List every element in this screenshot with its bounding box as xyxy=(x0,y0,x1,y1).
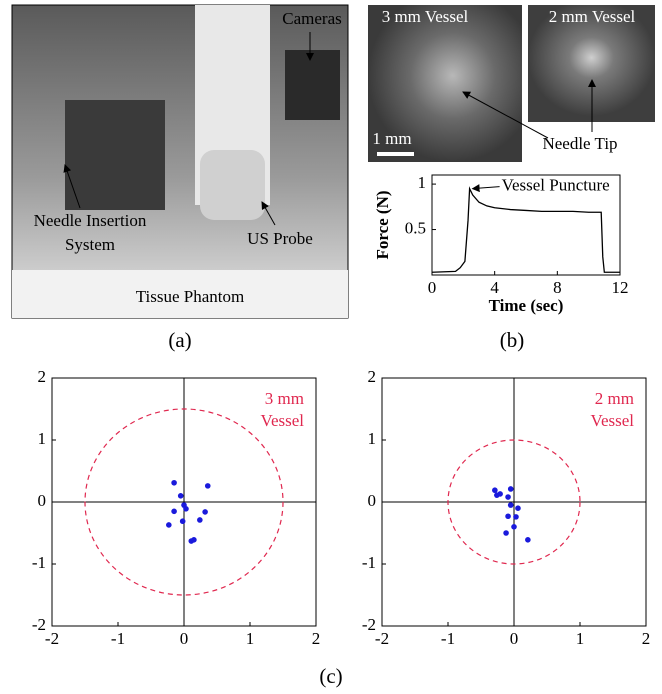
x-tick-label: -2 xyxy=(375,629,389,648)
panel-label: (a) xyxy=(168,328,191,352)
annotation: 3 mm xyxy=(265,389,304,408)
annotation-arrow xyxy=(473,187,500,189)
annotation: Vessel xyxy=(261,411,305,430)
label-cameras: Cameras xyxy=(282,9,341,28)
point xyxy=(513,514,519,520)
label-needle-system: Needle Insertion xyxy=(34,211,147,230)
label-needle-tip: Needle Tip xyxy=(542,134,617,153)
force-line xyxy=(432,189,620,273)
y-tick-label: 2 xyxy=(368,367,377,386)
label-us-probe: US Probe xyxy=(247,229,313,248)
point xyxy=(166,522,172,528)
point xyxy=(508,486,514,492)
annotation: Vessel Puncture xyxy=(502,176,610,195)
x-tick-label: 0 xyxy=(180,629,189,648)
point xyxy=(178,493,184,499)
y-tick-label: -2 xyxy=(32,615,46,634)
panel-label: (c) xyxy=(319,664,342,688)
point xyxy=(202,509,208,515)
x-tick-label: 0 xyxy=(428,278,437,297)
point xyxy=(505,494,511,500)
x-tick-label: 1 xyxy=(576,629,585,648)
y-tick-label: 2 xyxy=(38,367,47,386)
point xyxy=(508,502,514,508)
y-tick-label: 0 xyxy=(368,491,377,510)
point xyxy=(180,518,186,524)
y-tick-label: -2 xyxy=(362,615,376,634)
annotation: 2 mm xyxy=(595,389,634,408)
point xyxy=(494,492,500,498)
y-tick-label: 1 xyxy=(38,429,47,448)
x-tick-label: 4 xyxy=(490,278,499,297)
y-tick-label: 1 xyxy=(418,173,427,192)
point xyxy=(183,506,189,512)
x-tick-label: 8 xyxy=(553,278,562,297)
x-tick-label: 2 xyxy=(312,629,321,648)
point xyxy=(205,483,211,489)
figure: Cameras Needle Insertion System US Probe… xyxy=(0,0,662,694)
y-axis-label: Force (N) xyxy=(373,190,392,259)
probe-tip xyxy=(200,150,265,220)
x-tick-label: -1 xyxy=(111,629,125,648)
point xyxy=(511,524,517,530)
point xyxy=(191,537,197,543)
y-tick-label: 1 xyxy=(368,429,377,448)
x-axis-label: Time (sec) xyxy=(489,296,564,315)
label-3mm-vessel: 3 mm Vessel xyxy=(382,7,469,26)
y-tick-label: -1 xyxy=(32,553,46,572)
y-tick-label: 0 xyxy=(38,491,47,510)
point xyxy=(503,530,509,536)
panel-label: (b) xyxy=(500,328,525,352)
x-tick-label: -2 xyxy=(45,629,59,648)
x-tick-label: -1 xyxy=(441,629,455,648)
x-tick-label: 0 xyxy=(510,629,519,648)
x-tick-label: 2 xyxy=(642,629,651,648)
label-2mm-vessel: 2 mm Vessel xyxy=(549,7,636,26)
label-needle-system: System xyxy=(65,235,115,254)
point xyxy=(515,505,521,511)
label-tissue-phantom: Tissue Phantom xyxy=(136,287,244,306)
point xyxy=(505,513,511,519)
needle-device xyxy=(65,100,165,210)
point xyxy=(171,480,177,486)
label-scale: 1 mm xyxy=(372,129,411,148)
point xyxy=(492,487,498,493)
x-tick-label: 12 xyxy=(612,278,629,297)
y-tick-label: -1 xyxy=(362,553,376,572)
x-tick-label: 1 xyxy=(246,629,255,648)
point xyxy=(525,537,531,543)
y-tick-label: 0.5 xyxy=(405,218,426,237)
annotation: Vessel xyxy=(591,411,635,430)
point xyxy=(171,509,177,515)
page: {"figure": { "photo_labels": {"cameras":… xyxy=(0,0,662,694)
point xyxy=(197,517,203,523)
camera-shape xyxy=(285,50,340,120)
